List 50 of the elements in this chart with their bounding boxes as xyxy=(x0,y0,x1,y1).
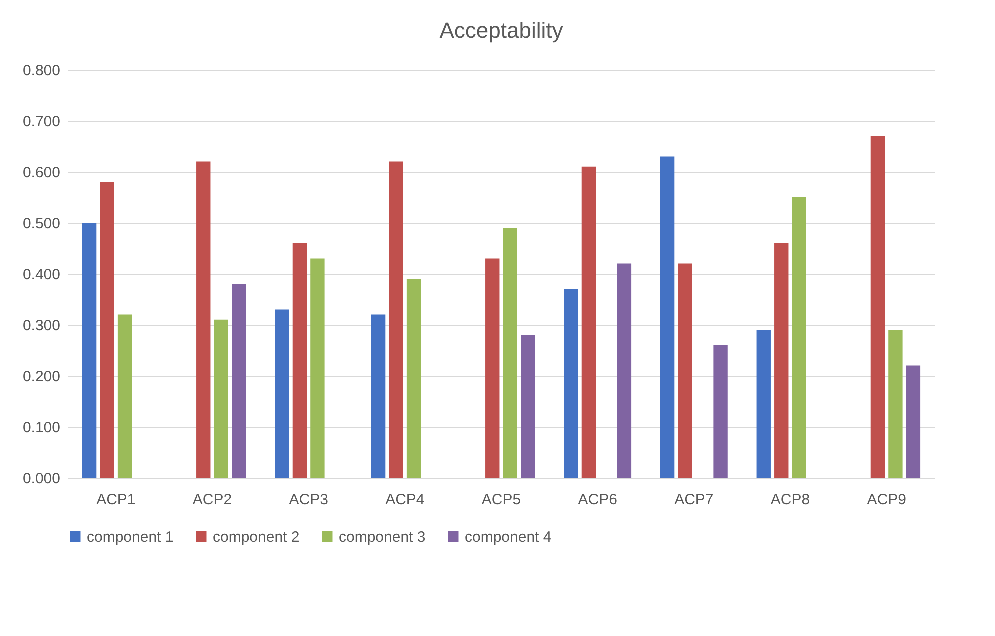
bar xyxy=(792,198,806,478)
y-tick-label: 0.000 xyxy=(22,470,60,488)
bar xyxy=(678,264,692,478)
bar xyxy=(774,243,789,478)
x-tick-label: ACP3 xyxy=(289,492,328,508)
bar xyxy=(118,314,132,478)
bar xyxy=(660,156,675,478)
x-tick-label: ACP8 xyxy=(770,492,810,508)
y-tick-label: 0.300 xyxy=(22,318,60,334)
x-tick-label: ACP1 xyxy=(96,492,136,508)
bar xyxy=(100,182,114,478)
bar xyxy=(371,314,386,478)
bar xyxy=(870,136,886,478)
bar xyxy=(617,264,632,478)
legend-label: component 3 xyxy=(339,528,426,546)
bar xyxy=(503,228,518,478)
bar xyxy=(582,166,596,478)
bar xyxy=(521,335,536,478)
chart-title: Acceptability xyxy=(440,18,564,43)
x-tick-label: ACP4 xyxy=(386,492,425,508)
bar xyxy=(196,162,211,478)
bar xyxy=(275,310,290,478)
x-tick-label: ACP5 xyxy=(482,492,522,508)
bar xyxy=(906,366,921,478)
x-tick-label: ACP9 xyxy=(867,492,906,508)
y-tick-label: 0.600 xyxy=(22,164,60,182)
legend-label: component 2 xyxy=(213,528,300,546)
bar xyxy=(82,223,97,478)
y-tick-label: 0.500 xyxy=(22,216,60,232)
legend-label: component 1 xyxy=(87,528,174,546)
x-tick-label: ACP2 xyxy=(192,492,232,508)
bar xyxy=(714,345,728,478)
y-tick-label: 0.800 xyxy=(22,62,60,80)
bar xyxy=(292,243,308,478)
bar xyxy=(214,320,228,478)
bar xyxy=(486,258,500,478)
bar xyxy=(406,279,422,478)
bar xyxy=(756,330,771,478)
x-tick-label: ACP6 xyxy=(578,492,618,508)
bar xyxy=(564,289,578,478)
y-tick-label: 0.400 xyxy=(22,266,60,284)
bar xyxy=(888,330,903,478)
bar xyxy=(389,162,404,478)
bar xyxy=(232,284,246,478)
y-tick-label: 0.200 xyxy=(22,368,60,386)
legend-label: component 4 xyxy=(465,528,552,546)
bar xyxy=(310,258,325,478)
y-tick-label: 0.700 xyxy=(22,114,60,130)
x-tick-label: ACP7 xyxy=(674,492,714,508)
y-tick-label: 0.100 xyxy=(22,420,60,436)
